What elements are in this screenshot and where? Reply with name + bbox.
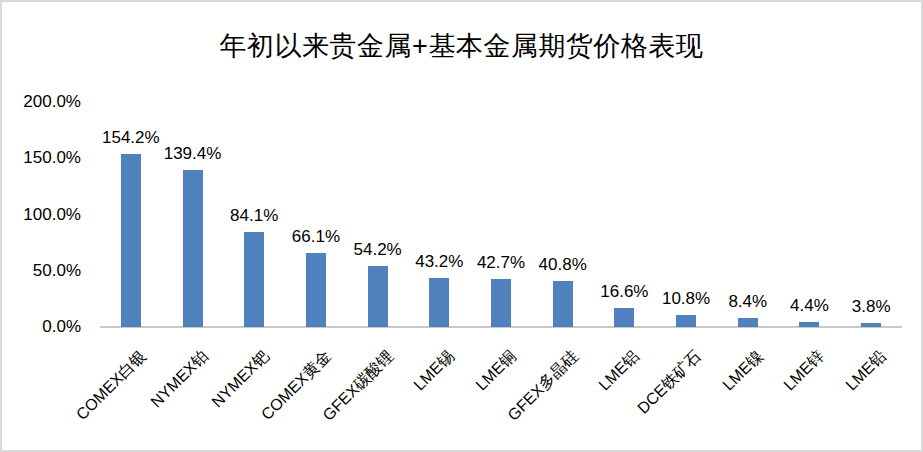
y-axis-tick-label: 200.0% [9,92,81,112]
bar-value-label: 84.1% [208,206,300,226]
bar-value-label: 40.8% [517,255,609,275]
bar [491,279,511,327]
bar-value-label: 3.8% [825,297,917,317]
bar [553,281,573,327]
bar [861,323,881,327]
bar-value-label: 139.4% [147,144,239,164]
y-axis-tick-label: 150.0% [9,148,81,168]
y-axis-tick-label: 0.0% [9,317,81,337]
bar [306,253,326,327]
bar [121,154,141,327]
y-axis-tick-label: 50.0% [9,261,81,281]
bar [799,322,819,327]
chart-title: 年初以来贵金属+基本金属期货价格表现 [2,28,921,64]
bar [368,266,388,327]
bar [614,308,634,327]
bar [676,315,696,327]
bar [244,232,264,327]
bar-chart: 年初以来贵金属+基本金属期货价格表现 200.0% 150.0% 100.0% 50.… [0,0,923,452]
bar [738,318,758,327]
bar [183,170,203,327]
bar [429,278,449,327]
y-axis-tick-label: 100.0% [9,205,81,225]
